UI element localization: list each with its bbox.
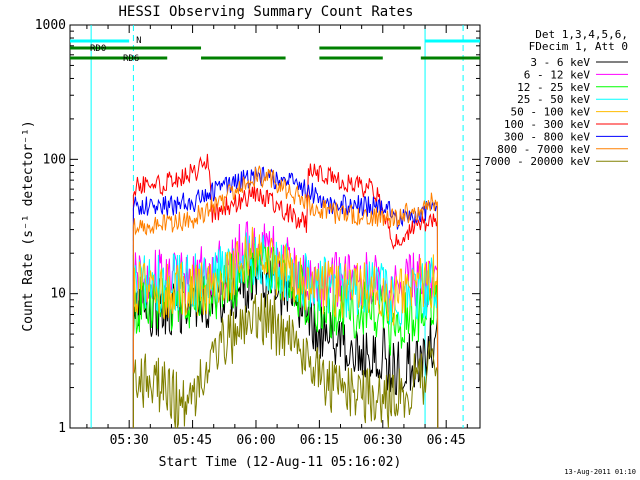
axes-layer: 1 10 100 1000 05:30 05:45 06:00 06:15 06:30 06:45 (35, 18, 480, 448)
y-tick-label: 1000 (35, 18, 66, 33)
series-line (132, 165, 439, 429)
series-line (132, 153, 439, 429)
series-layer (132, 153, 439, 429)
instrument-state-markers: N RD0 RD6 (70, 25, 480, 428)
x-tick-label: 06:45 (427, 433, 466, 448)
x-tick-label: 06:30 (363, 433, 402, 448)
y-tick-label: 10 (50, 287, 66, 302)
x-tick-label: 06:15 (300, 433, 339, 448)
y-axis-label: Count Rate (s⁻¹ detector⁻¹) (21, 120, 36, 331)
series-line (132, 293, 439, 429)
legend-header-line2: FDecim 1, Att 0 (529, 40, 628, 53)
x-axis-label: Start Time (12-Aug-11 05:16:02) (159, 455, 402, 470)
series-line (132, 166, 439, 429)
chart-title: HESSI Observing Summary Count Rates (118, 4, 413, 20)
legend-entry-label: 12 - 25 keV (517, 81, 590, 94)
legend-entry-label: 25 - 50 keV (517, 93, 590, 106)
x-tick-label: 06:00 (236, 433, 275, 448)
footer-date: 13-Aug-2011 01:10 (564, 468, 636, 476)
y-tick-label: 1 (58, 421, 66, 436)
x-tick-label: 05:45 (173, 433, 212, 448)
legend-entry-label: 6 - 12 keV (524, 68, 591, 81)
y-tick-label: 100 (43, 152, 66, 167)
series-line (132, 226, 439, 429)
rd0-label: RD0 (90, 44, 106, 54)
legend-entry-label: 100 - 300 keV (504, 118, 590, 131)
legend-entry-label: 800 - 7000 keV (497, 143, 590, 156)
legend-entry-label: 7000 - 20000 keV (484, 155, 590, 168)
legend: Det 1,3,4,5,6, FDecim 1, Att 0 3 - 6 keV… (484, 28, 628, 168)
legend-entry-label: 3 - 6 keV (530, 56, 590, 69)
plot-frame (69, 24, 481, 429)
rd6-label: RD6 (123, 54, 139, 64)
x-tick-label: 05:30 (110, 433, 149, 448)
legend-entry-label: 300 - 800 keV (504, 130, 590, 143)
legend-entry-label: 50 - 100 keV (511, 106, 591, 119)
legend-header-line1: Det 1,3,4,5,6, (535, 28, 628, 41)
attenuator-label: N (136, 36, 141, 46)
